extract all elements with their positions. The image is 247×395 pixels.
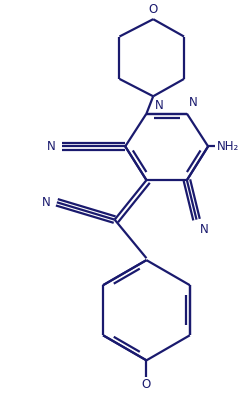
Text: N: N xyxy=(189,96,198,109)
Text: N: N xyxy=(47,140,56,153)
Text: N: N xyxy=(154,99,163,112)
Text: N: N xyxy=(200,223,209,236)
Text: N: N xyxy=(42,196,51,209)
Text: NH₂: NH₂ xyxy=(216,140,239,153)
Text: O: O xyxy=(148,3,158,16)
Text: O: O xyxy=(142,378,151,391)
